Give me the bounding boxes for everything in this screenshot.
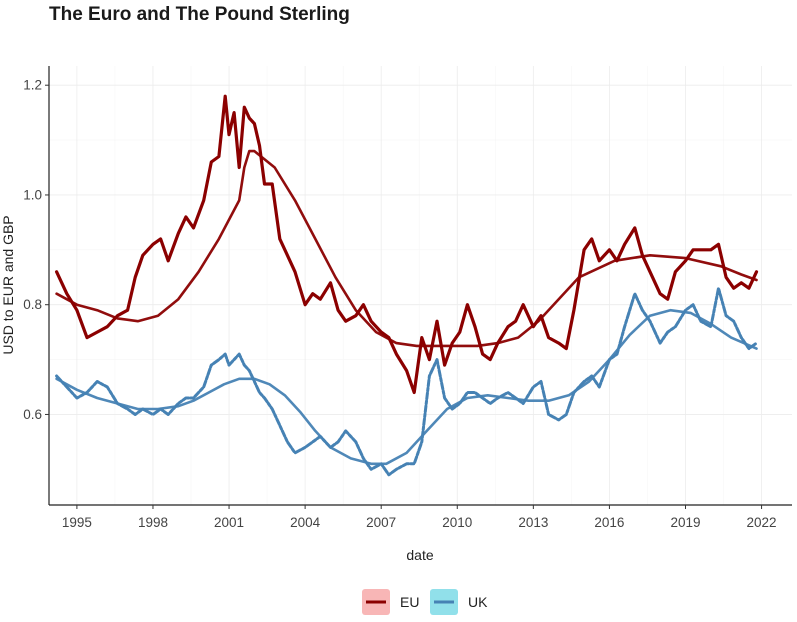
y-tick-label: 0.8: [23, 297, 42, 312]
legend-item-uk: UK: [430, 589, 488, 615]
x-tick-label: 2022: [747, 515, 777, 530]
chart-title: The Euro and The Pound Sterling: [49, 4, 350, 25]
y-axis-title: USD to EUR and GBP: [0, 215, 16, 354]
x-axis-title: date: [406, 547, 433, 563]
y-tick-label: 0.6: [23, 407, 42, 422]
x-tick-label: 2004: [290, 515, 321, 530]
trend-line-uk: [55, 308, 758, 466]
x-ticks: 1995 1998 2001 2004 2007 2010 2013 2016 2019 2022: [62, 505, 777, 530]
legend-label-eu: EU: [400, 594, 419, 610]
trend-line-eu: [55, 149, 758, 348]
x-tick-label: 2016: [594, 515, 624, 530]
x-tick-label: 2013: [518, 515, 548, 530]
x-tick-label: 2001: [214, 515, 244, 530]
series-lines: [54, 94, 759, 477]
plot-panel: [48, 66, 792, 506]
grid-minor: [49, 66, 792, 505]
legend-item-eu: EU: [362, 589, 419, 615]
y-tick-label: 1.2: [23, 78, 42, 93]
y-tick-label: 1.0: [23, 187, 42, 202]
series-line-eu: [54, 94, 759, 395]
series-line-uk: [55, 286, 758, 477]
x-tick-label: 1995: [62, 515, 92, 530]
x-tick-label: 2007: [366, 515, 396, 530]
trend-lines: [55, 149, 758, 466]
legend: EU UK: [362, 589, 488, 615]
legend-label-uk: UK: [468, 594, 488, 610]
x-tick-label: 1998: [138, 515, 168, 530]
x-tick-label: 2019: [670, 515, 700, 530]
y-ticks: 0.6 0.8 1.0 1.2: [23, 78, 49, 422]
x-tick-label: 2010: [442, 515, 472, 530]
